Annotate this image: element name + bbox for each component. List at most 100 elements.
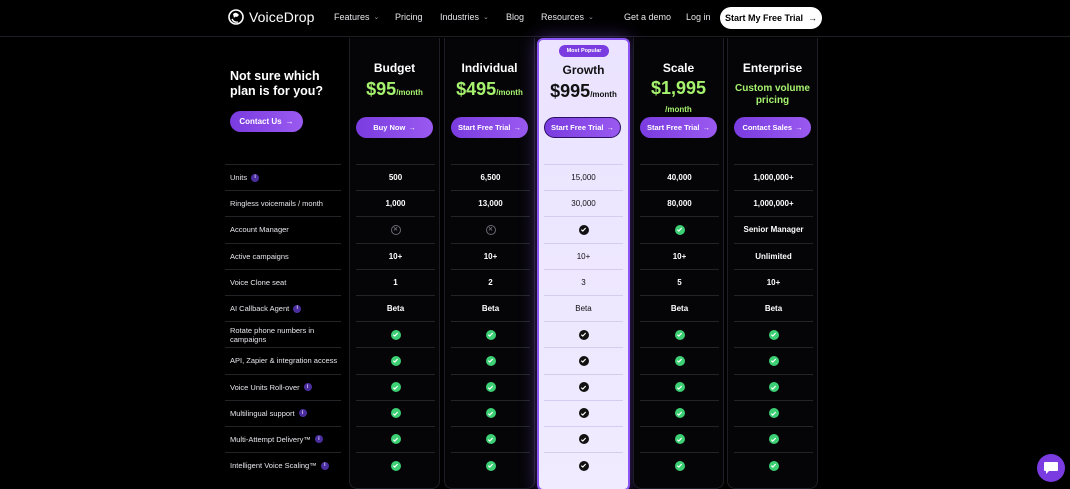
feature-cell: 1,000,000+: [734, 190, 813, 216]
feature-cell: 15,000: [544, 164, 623, 190]
plan-price: $995/month: [539, 81, 628, 102]
feature-cell: [451, 347, 530, 373]
plan-column-growth: Most Popular Growth $995/month Start Free T…: [537, 38, 630, 489]
brand-name: VoiceDrop: [249, 9, 315, 25]
plan-feature-cells: 1,000,000+ 1,000,000+ Senior Manager Unlimi…: [734, 164, 813, 478]
plan-name: Enterprise: [742, 61, 803, 75]
feature-value: Unlimited: [755, 251, 792, 261]
plan-cta-label: Buy Now: [373, 123, 406, 132]
price-amount: $1,995: [650, 78, 707, 98]
feature-value: 40,000: [667, 173, 692, 183]
feature-cell: [640, 216, 719, 242]
feature-label-text: Voice Clone seat: [230, 277, 287, 287]
plan-cta-button[interactable]: Contact Sales →: [734, 117, 811, 138]
price-period: /month: [665, 105, 692, 114]
feature-label-text: Active campaigns: [230, 251, 289, 261]
arrow-right-icon: →: [808, 13, 818, 23]
nav-item-blog[interactable]: Blog: [506, 12, 524, 22]
feature-value: 30,000: [571, 199, 596, 209]
feature-value: 1,000,000+: [753, 199, 794, 209]
feature-row-label: Voice Units Roll-over i: [225, 373, 341, 400]
feature-cell: [640, 399, 719, 426]
custom-pricing-text: Custom volume pricing: [734, 83, 810, 106]
feature-cell: 5: [640, 268, 719, 295]
nav-item-get-a-demo[interactable]: Get a demo: [624, 12, 671, 22]
price-period: /month: [396, 88, 423, 97]
chat-bubble-icon: [1044, 462, 1058, 474]
feature-cell: 10+: [640, 242, 719, 269]
info-icon[interactable]: i: [293, 304, 302, 313]
nav-item-features[interactable]: Features ⌄: [334, 12, 379, 22]
check-icon: [578, 460, 589, 471]
nav-item-industries[interactable]: Industries ⌄: [440, 12, 489, 22]
plan-cta-button[interactable]: Start Free Trial →: [640, 117, 717, 138]
check-icon: [578, 329, 589, 340]
top-nav: VoiceDrop Features ⌄ Pricing Industries ⌄ Blo…: [0, 0, 1070, 37]
feature-label-text: Ringless voicemails / month: [230, 199, 323, 209]
plan-price: $495/month: [445, 79, 534, 100]
feature-value: 10+: [483, 251, 498, 261]
check-icon: [578, 355, 589, 366]
info-icon[interactable]: i: [314, 435, 323, 444]
nav-cta-label: Start My Free Trial: [724, 13, 804, 23]
arrow-right-icon: →: [408, 123, 416, 132]
feature-cell: Beta: [544, 294, 623, 321]
nav-item-pricing[interactable]: Pricing: [395, 12, 423, 22]
plan-cta-button[interactable]: Start Free Trial →: [544, 117, 621, 138]
check-icon: [485, 460, 496, 471]
chat-widget-button[interactable]: [1037, 454, 1065, 482]
feature-cell: 1,000,000+: [734, 164, 813, 190]
plan-feature-cells: 15,000 30,000 10+ 3 Beta: [544, 164, 623, 478]
feature-value: 500: [388, 173, 403, 183]
feature-value: Beta: [481, 304, 500, 314]
plan-cta-button[interactable]: Start Free Trial →: [451, 117, 528, 138]
most-popular-badge: Most Popular: [559, 45, 609, 57]
feature-label-text: Units: [230, 173, 248, 183]
price-amount: $495: [456, 79, 497, 99]
feature-row-label: Voice Clone seat: [225, 268, 341, 295]
feature-cell: [451, 425, 530, 452]
feature-labels: Units i Ringless voicemails / month Account…: [225, 164, 341, 478]
feature-value: 13,000: [478, 199, 503, 209]
plan-column-scale: Scale $1,995/month Start Free Trial → 40,000…: [633, 38, 724, 489]
feature-value: 1,000,000+: [753, 173, 794, 183]
nav-item-log-in[interactable]: Log in: [686, 12, 711, 22]
plan-name: Individual: [461, 61, 518, 75]
check-icon: [578, 408, 589, 419]
chevron-down-icon: ⌄: [373, 14, 380, 21]
info-icon[interactable]: i: [251, 173, 260, 182]
feature-cell: 6,500: [451, 164, 530, 190]
check-icon: [390, 408, 401, 419]
feature-row-label: Units i: [225, 164, 341, 190]
feature-cell: [640, 321, 719, 347]
feature-cell: [544, 452, 623, 478]
feature-cell: [640, 425, 719, 452]
feature-cell: [734, 321, 813, 347]
check-icon: [390, 355, 401, 366]
start-free-trial-nav-button[interactable]: Start My Free Trial →: [720, 7, 822, 29]
feature-label-text: Account Manager: [230, 225, 289, 235]
info-icon[interactable]: i: [320, 461, 329, 470]
plan-feature-cells: 40,000 80,000 10+ 5 Beta: [640, 164, 719, 478]
feature-value: 1: [393, 277, 398, 287]
plan-cta-button[interactable]: Buy Now →: [356, 117, 433, 138]
nav-item-resources[interactable]: Resources ⌄: [541, 12, 594, 22]
plan-column-individual: Individual $495/month Start Free Trial → 6,5…: [444, 38, 535, 489]
contact-us-button[interactable]: Contact Us →: [230, 111, 303, 132]
arrow-right-icon: →: [513, 123, 522, 132]
plan-column-enterprise: Enterprise Custom volume pricing Contact S…: [727, 38, 818, 489]
feature-cell: [451, 373, 530, 400]
feature-cell: [734, 452, 813, 478]
feature-cell: [640, 452, 719, 478]
info-icon[interactable]: i: [303, 383, 312, 392]
check-icon: [578, 434, 589, 445]
plan-price: $95/month: [350, 79, 439, 100]
feature-cell: Beta: [451, 294, 530, 321]
price-period: /month: [590, 90, 617, 99]
info-icon[interactable]: i: [298, 409, 307, 418]
arrow-right-icon: →: [606, 123, 615, 132]
feature-row-label: Ringless voicemails / month: [225, 190, 341, 216]
feature-value: 10+: [576, 251, 591, 261]
brand-logo[interactable]: VoiceDrop: [228, 8, 315, 26]
plan-cta-label: Contact Sales: [742, 123, 793, 132]
